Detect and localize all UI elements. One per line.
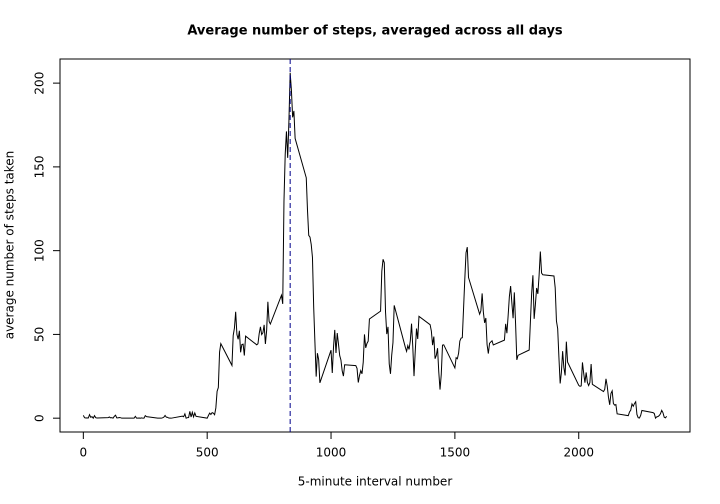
- y-tick-label: 150: [33, 155, 47, 178]
- y-tick-label: 50: [33, 327, 47, 342]
- y-axis-label: average number of steps taken: [3, 151, 17, 340]
- y-tick-label: 100: [33, 239, 47, 262]
- data-line: [82, 72, 668, 420]
- y-tick-label: 200: [33, 72, 47, 95]
- chart-title: Average number of steps, averaged across…: [187, 24, 563, 39]
- x-tick-label: 0: [80, 446, 88, 460]
- x-tick-label: 2000: [563, 446, 594, 460]
- x-tick-label: 1500: [440, 446, 471, 460]
- x-tick-label: 500: [196, 446, 219, 460]
- x-axis-label: 5-minute interval number: [298, 475, 453, 489]
- x-tick-label: 1000: [316, 446, 347, 460]
- y-tick-label: 0: [33, 414, 47, 422]
